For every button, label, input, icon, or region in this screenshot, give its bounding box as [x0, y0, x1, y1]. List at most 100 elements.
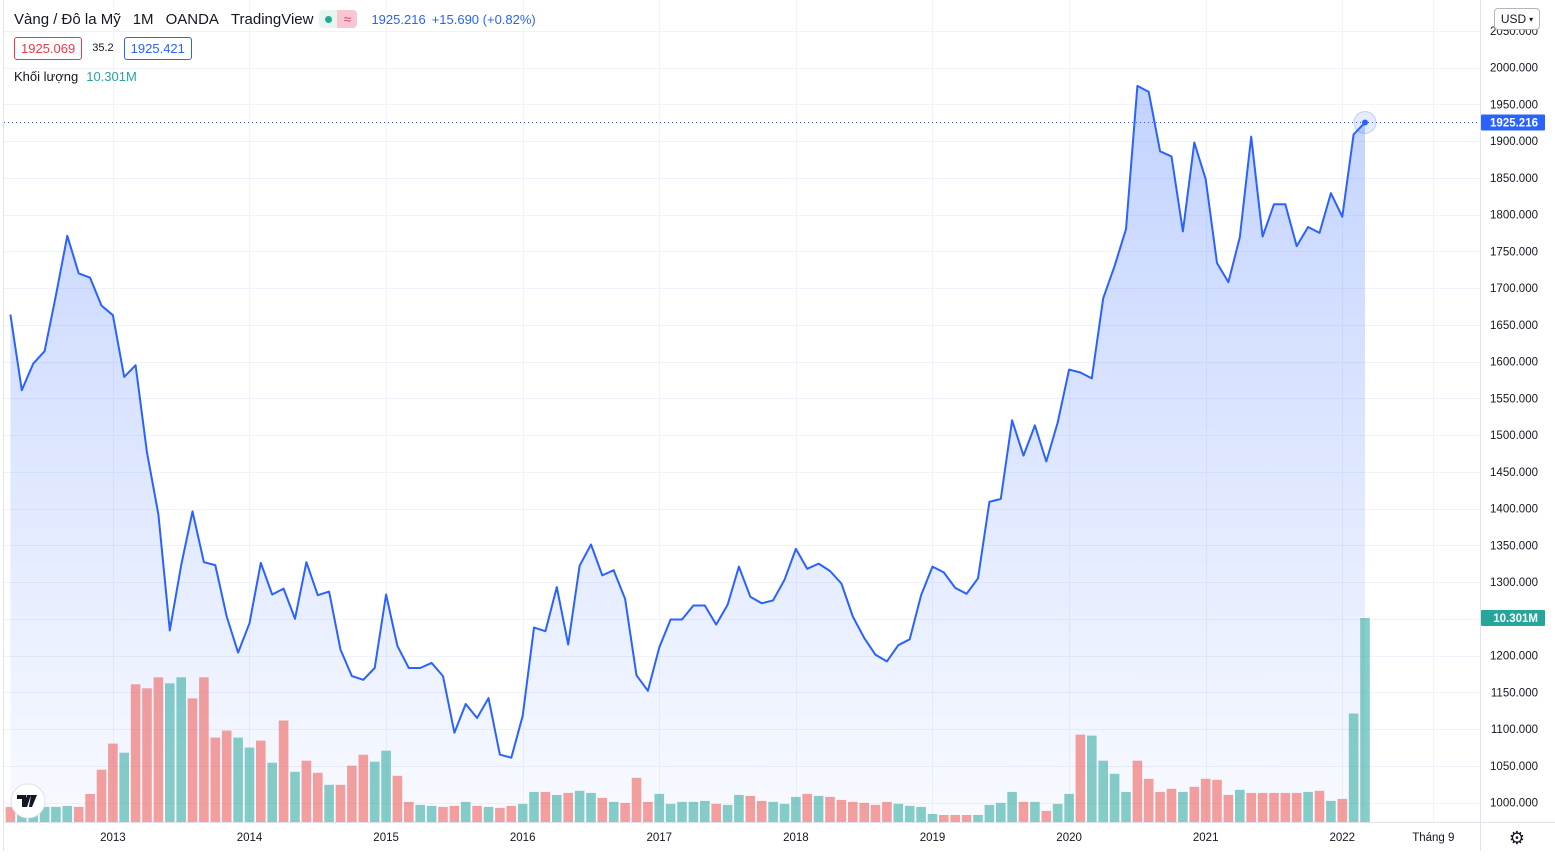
volume-bar	[1348, 713, 1359, 822]
volume-bar	[73, 806, 84, 822]
volume-bar	[939, 815, 949, 822]
time-axis-label: 2021	[1193, 832, 1219, 844]
volume-bar	[631, 777, 642, 822]
volume-bar	[313, 772, 323, 822]
volume-bar	[1143, 778, 1154, 822]
volume-bar	[1109, 773, 1120, 822]
volume-bar	[756, 800, 767, 822]
tradingview-logo-icon[interactable]	[10, 783, 46, 819]
volume-bar	[825, 796, 835, 822]
volume-bar	[1200, 778, 1211, 822]
symbol-name[interactable]: Vàng / Đô la Mỹ	[14, 10, 121, 28]
buy-button[interactable]: 1925.421	[123, 36, 192, 60]
volume-bar	[586, 792, 596, 822]
volume-bar	[130, 684, 141, 822]
volume-bar	[529, 791, 539, 822]
volume-bar	[460, 801, 471, 822]
volume-bar	[278, 720, 289, 822]
volume-bar	[1155, 791, 1165, 822]
price-axis-label: 1150.000	[1491, 687, 1538, 699]
volume-bar	[722, 804, 733, 822]
price-axis: 1000.000 1050.000 1100.000 1150.000 1200.000…	[1490, 26, 1538, 810]
volume-bar	[1326, 800, 1336, 822]
gear-icon[interactable]: ⚙	[1508, 828, 1526, 848]
volume-bar	[984, 804, 995, 822]
symbol-exchange[interactable]: OANDA	[165, 10, 219, 28]
volume-tag-background	[1481, 610, 1545, 626]
market-status[interactable]: ≈	[319, 10, 358, 28]
price-axis-label: 2000.000	[1490, 63, 1538, 75]
volume-bar	[1052, 803, 1063, 822]
volume-bar	[768, 801, 778, 822]
volume-bar	[961, 815, 972, 822]
symbol-source: TradingView	[230, 10, 314, 28]
volume-bar	[1018, 801, 1029, 822]
price-axis-label: 1550.000	[1490, 393, 1538, 405]
time-axis-label: Tháng 9	[1412, 832, 1454, 844]
time-axis-label: 2015	[373, 832, 399, 844]
volume-bar	[472, 805, 482, 822]
price-axis-label: 1400.000	[1490, 504, 1538, 516]
volume-bar	[1257, 792, 1268, 822]
volume-legend[interactable]: Khối lượng 10.301M	[14, 68, 536, 84]
volume-bar	[1041, 810, 1052, 822]
time-axis-label: 2016	[510, 832, 536, 844]
volume-bar	[495, 807, 505, 822]
volume-bar	[802, 793, 812, 822]
price-axis-label: 1700.000	[1490, 283, 1538, 295]
currency-button[interactable]: USD ▾	[1494, 8, 1540, 30]
volume-bar	[1087, 735, 1097, 822]
volume-bar	[517, 803, 528, 822]
volume-bar	[1337, 798, 1348, 822]
volume-bar	[1269, 792, 1279, 822]
volume-bar	[1280, 792, 1291, 822]
volume-bar	[5, 806, 16, 822]
time-axis-label: 2017	[647, 832, 673, 844]
price-axis-label: 1350.000	[1490, 540, 1538, 552]
volume-bar	[108, 743, 118, 822]
volume-bar	[1075, 734, 1086, 822]
volume-bar	[1360, 618, 1370, 822]
volume-bar	[1132, 760, 1143, 822]
price-tag: 1925.216	[1490, 118, 1538, 130]
volume-bar	[1030, 801, 1040, 822]
price-axis-label: 1850.000	[1490, 173, 1538, 185]
last-price: 1925.216	[371, 11, 426, 27]
price-axis-label: 1900.000	[1490, 136, 1538, 148]
time-axis-label: 2020	[1056, 832, 1082, 844]
volume-bar	[859, 802, 869, 822]
volume-bar	[438, 806, 448, 822]
volume-bar	[381, 750, 391, 822]
sell-button[interactable]: 1925.069	[14, 36, 83, 60]
volume-bar	[221, 730, 232, 822]
volume-bar	[574, 790, 585, 822]
volume-bar	[643, 801, 653, 822]
volume-bar	[677, 801, 687, 822]
price-axis-label: 1450.000	[1490, 467, 1538, 479]
symbol-interval[interactable]: 1M	[132, 10, 154, 28]
volume-bar	[1223, 794, 1234, 822]
volume-bar	[745, 795, 756, 822]
volume-bar	[552, 794, 562, 822]
price-axis-label: 1750.000	[1490, 246, 1538, 258]
volume-bar	[233, 737, 243, 822]
volume-bar	[996, 802, 1006, 822]
volume-bar	[950, 815, 960, 822]
volume-bar	[85, 793, 95, 822]
volume-bar	[813, 795, 824, 822]
chevron-down-icon: ▾	[1529, 14, 1534, 24]
volume-bar	[1314, 790, 1325, 822]
volume-bar	[1212, 779, 1222, 822]
volume-bar	[39, 806, 50, 822]
volume-bar	[882, 801, 892, 822]
volume-bar	[1007, 791, 1017, 822]
volume-bar	[688, 801, 699, 822]
volume-bar	[711, 803, 721, 822]
volume-bar	[1121, 791, 1131, 822]
volume-bar	[700, 800, 710, 822]
volume-bar	[415, 804, 425, 822]
time-axis: 2013 2014 2015 2016 2017 2018 2019 2020 2021 2022…	[100, 832, 1454, 844]
volume-bar	[369, 761, 380, 822]
